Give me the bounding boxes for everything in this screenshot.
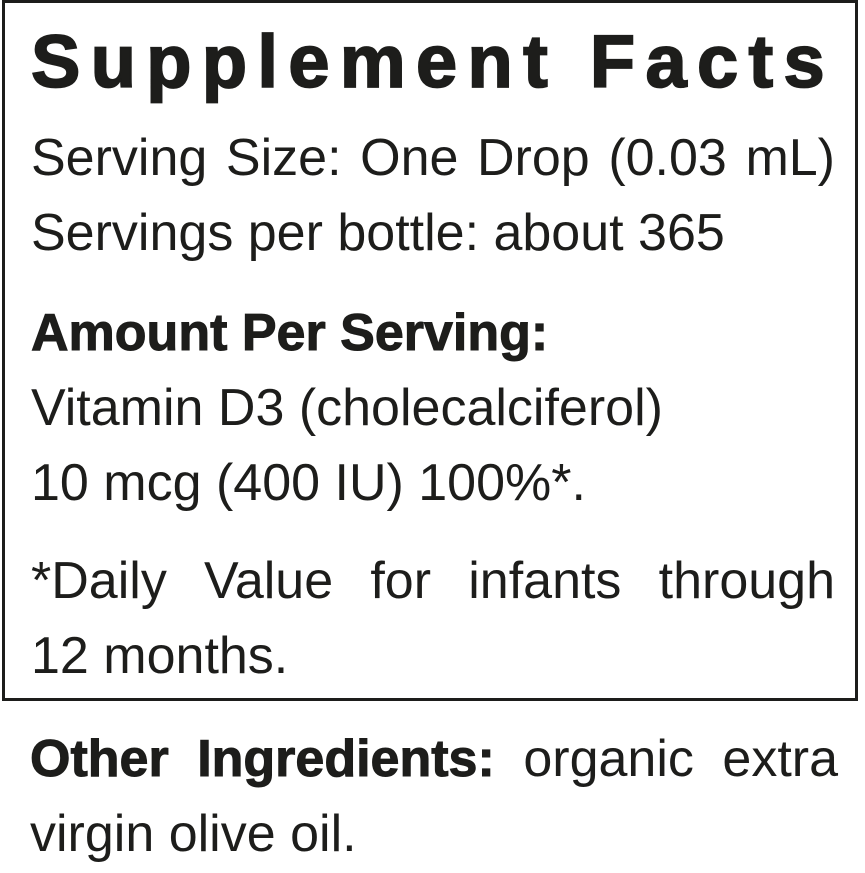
supplement-facts-panel: Supplement Facts Serving Size: One Drop … (2, 0, 858, 701)
daily-value-footnote: *Daily Value for infants through 12 mont… (31, 544, 835, 694)
other-ingredients-line-2: virgin olive oil. (30, 805, 357, 863)
other-ingredients-label: Other Ingredients: (30, 730, 496, 789)
panel-title: Supplement Facts (30, 20, 835, 103)
ingredient-name-line: Vitamin D3 (cholecalciferol) (31, 379, 663, 437)
other-ingredients-line-1: Other Ingredients: organic extra (30, 722, 839, 797)
ingredient-amount-line: 10 mcg (400 IU) 100%*. (31, 454, 586, 512)
footnote-line-2: 12 months. (31, 627, 289, 685)
serving-size-line: Serving Size: One Drop (0.03 mL) (31, 129, 835, 187)
amount-per-serving-label: Amount Per Serving: (31, 304, 549, 363)
footnote-line-1: *Daily Value for infants through (31, 552, 835, 610)
servings-per-bottle-line: Servings per bottle: about 365 (31, 204, 725, 262)
other-ingredients-text-1: organic extra (523, 730, 839, 788)
other-ingredients: Other Ingredients: organic extra virgin … (30, 722, 839, 872)
